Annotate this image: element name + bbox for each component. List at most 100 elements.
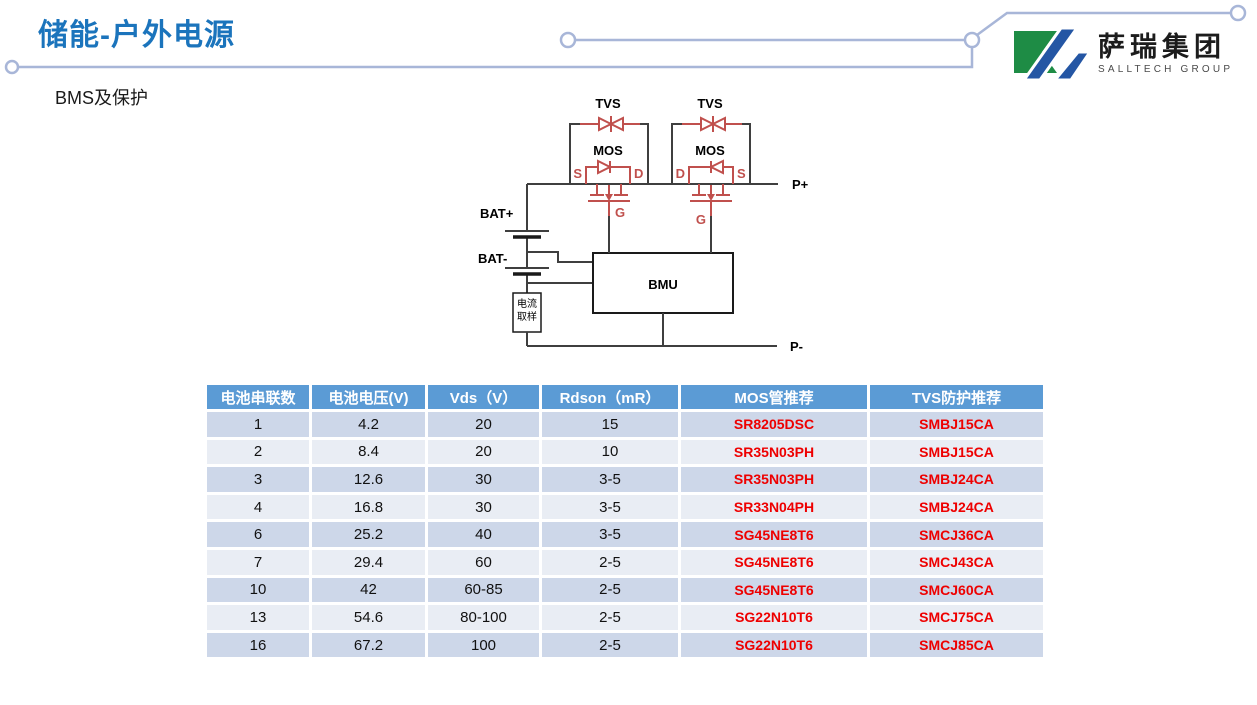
table-cell: SG45NE8T6 <box>681 577 870 606</box>
mosfet-right-drain-label: D <box>676 166 685 181</box>
header-cell-battery-voltage: 电池电压(V) <box>312 385 428 412</box>
section-subtitle: BMS及保护 <box>55 88 149 108</box>
table-cell: 16 <box>207 632 312 661</box>
recommendation-table: 电池串联数 电池电压(V) Vds（V） Rdson（mR） MOS管推荐 TV… <box>207 385 1043 661</box>
table-row: 6 25.2 40 3-5 SG45NE8T6 SMCJ36CA <box>207 522 1043 550</box>
table-row: 10 42 60-85 2-5 SG45NE8T6 SMCJ60CA <box>207 577 1043 606</box>
table-cell: 4 <box>207 494 312 523</box>
table-row: 2 8.4 20 10 SR35N03PH SMBJ15CA <box>207 439 1043 468</box>
table-cell: 3-5 <box>542 467 681 495</box>
mosfet-left-symbol <box>596 184 622 195</box>
gate-wires <box>608 216 712 253</box>
logo-company-name-en: SALLTECH GROUP <box>1098 64 1234 76</box>
mosfet-left-source-label: S <box>573 166 582 181</box>
table-cell: 6 <box>207 522 312 550</box>
logo-blue-foot <box>1053 50 1090 80</box>
table-cell: 10 <box>542 439 681 468</box>
table-cell: 2-5 <box>542 549 681 578</box>
tvs-left-icon <box>608 116 624 132</box>
table-cell: 67.2 <box>312 632 428 661</box>
logo-company-name: 萨瑞集团 <box>1098 31 1226 62</box>
trace-node <box>963 31 981 49</box>
mosfet-right-gate-label: G <box>696 212 706 227</box>
battery-plate-short <box>513 235 541 276</box>
table-cell: SMBJ15CA <box>870 439 1043 468</box>
sense-wire-1 <box>527 251 593 263</box>
current-sample-label: 取样 <box>517 310 537 323</box>
current-sample-box <box>512 292 542 333</box>
table-cell: 2 <box>207 439 312 468</box>
tvs-right-icon <box>710 116 726 132</box>
table-row: 1 4.2 20 15 SR8205DSC SMBJ15CA <box>207 412 1043 440</box>
mosfet-right-source-label: S <box>737 166 746 181</box>
battery-plate-long <box>505 230 549 269</box>
logo-text: 萨瑞集团 SALLTECH GROUP <box>1098 31 1234 76</box>
p-minus-label: P- <box>790 339 803 354</box>
bms-circuit-diagram: 电流 取样 BMU <box>478 96 809 354</box>
table-cell: 20 <box>428 412 542 440</box>
table-body: 1 4.2 20 15 SR8205DSC SMBJ15CA 2 8.4 20 10 SR35N03… <box>207 412 1043 661</box>
table-cell: 4.2 <box>312 412 428 440</box>
table-cell: 10 <box>207 577 312 606</box>
tvs-left-label: TVS <box>595 96 621 111</box>
bat-plus-label: BAT+ <box>480 206 514 221</box>
header-cell-vds: Vds（V） <box>428 385 542 412</box>
table-cell: 2-5 <box>542 577 681 606</box>
table-cell: SR8205DSC <box>681 412 870 440</box>
tvs-right-label: TVS <box>697 96 723 111</box>
table-cell: 100 <box>428 632 542 661</box>
bmu-label: BMU <box>648 277 678 292</box>
mosfet-left-body-diode <box>597 159 613 175</box>
table-cell: 25.2 <box>312 522 428 550</box>
table-cell: SG45NE8T6 <box>681 522 870 550</box>
table-cell: SG22N10T6 <box>681 632 870 661</box>
table-cell: 3-5 <box>542 522 681 550</box>
mosfet-right-symbol <box>698 184 724 195</box>
table-cell: 20 <box>428 439 542 468</box>
table-cell: SG45NE8T6 <box>681 549 870 578</box>
table-cell: 7 <box>207 549 312 578</box>
p-plus-label: P+ <box>792 177 809 192</box>
table-cell: 42 <box>312 577 428 606</box>
table-cell: 3-5 <box>542 494 681 523</box>
table-cell: 30 <box>428 494 542 523</box>
trace-node <box>4 59 20 75</box>
mosfet-left-symbol <box>605 194 613 201</box>
table-row: 7 29.4 60 2-5 SG45NE8T6 SMCJ43CA <box>207 549 1043 578</box>
table-cell: 80-100 <box>428 605 542 633</box>
table-cell: SG22N10T6 <box>681 605 870 633</box>
table-cell: SMCJ85CA <box>870 632 1043 661</box>
bat-minus-label: BAT- <box>478 251 507 266</box>
table-cell: 60-85 <box>428 577 542 606</box>
table-cell: SR35N03PH <box>681 439 870 468</box>
table-cell: 2-5 <box>542 632 681 661</box>
header-cell-mos-recommendation: MOS管推荐 <box>681 385 870 412</box>
current-sample-label: 电流 <box>517 297 537 310</box>
table-row: 13 54.6 80-100 2-5 SG22N10T6 SMCJ75CA <box>207 605 1043 633</box>
logo-mark-icon <box>1014 28 1090 80</box>
logo-blue-slash <box>1022 28 1079 80</box>
table-cell: SMCJ36CA <box>870 522 1043 550</box>
header-cell-rdson: Rdson（mR） <box>542 385 681 412</box>
table-cell: SMCJ43CA <box>870 549 1043 578</box>
tvs-left-icon <box>598 116 614 132</box>
logo: 萨瑞集团 SALLTECH GROUP <box>1014 28 1233 80</box>
table-cell: SMCJ60CA <box>870 577 1043 606</box>
table-row: 3 12.6 30 3-5 SR35N03PH SMBJ24CA <box>207 467 1043 495</box>
table-cell: 2-5 <box>542 605 681 633</box>
mosfet-left-gate-label: G <box>615 205 625 220</box>
header-cell-tvs-recommendation: TVS防护推荐 <box>870 385 1043 412</box>
table-cell: 60 <box>428 549 542 578</box>
mos-right-label: MOS <box>695 143 725 158</box>
table-cell: SMBJ15CA <box>870 412 1043 440</box>
table-cell: 54.6 <box>312 605 428 633</box>
mosfet-left-body-diode-loop <box>585 166 631 184</box>
table-header-row: 电池串联数 电池电压(V) Vds（V） Rdson（mR） MOS管推荐 TV… <box>207 385 1043 412</box>
mosfet-right-symbol <box>707 194 715 201</box>
tvs-right-icon <box>700 116 716 132</box>
mosfet-left-drain-label: D <box>634 166 643 181</box>
table-cell: SMBJ24CA <box>870 467 1043 495</box>
table-row: 16 67.2 100 2-5 SG22N10T6 SMCJ85CA <box>207 632 1043 661</box>
table-cell: 8.4 <box>312 439 428 468</box>
